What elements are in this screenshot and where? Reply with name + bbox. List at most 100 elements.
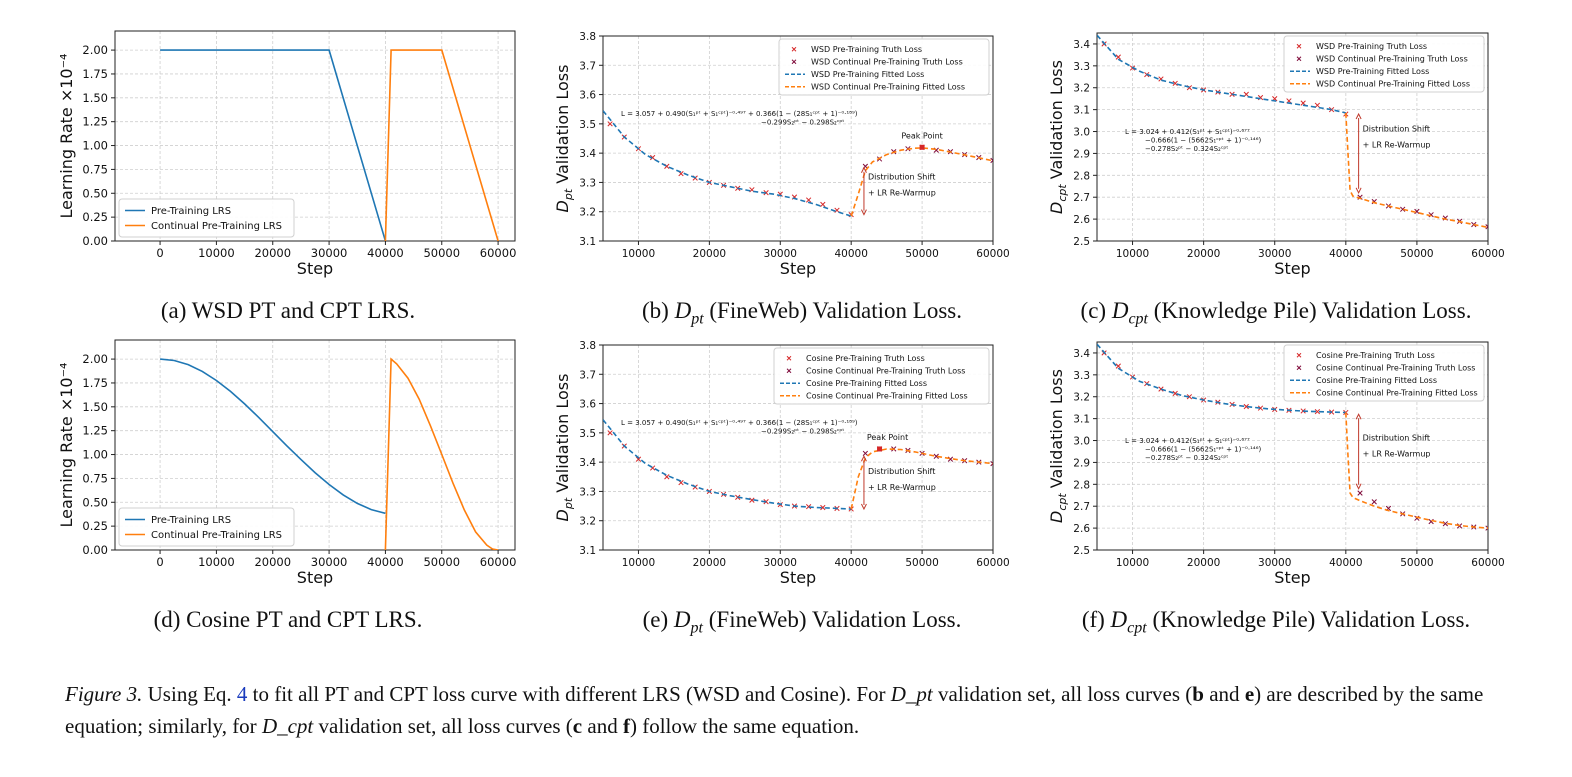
distribution-shift-arrow (860, 455, 867, 511)
data-point-marker (1414, 515, 1420, 521)
y-tick-label: 1.00 (82, 139, 108, 153)
distribution-shift-label: Distribution Shift (868, 173, 935, 182)
x-axis-label: Step (1274, 259, 1310, 278)
x-tick-label: 0 (156, 555, 163, 569)
legend-label: Cosine Pre-Training Fitted Loss (1316, 376, 1437, 385)
distribution-shift-arrow (1355, 413, 1362, 490)
caption-text-1: Using Eq. (147, 682, 232, 706)
x-tick-label: 10000 (1116, 248, 1149, 260)
data-point-marker (607, 430, 613, 436)
distribution-shift-arrow (1355, 112, 1362, 194)
x-tick-label: 10000 (198, 246, 235, 260)
y-tick-label: 3.0 (1073, 127, 1090, 139)
x-tick-label: 40000 (1329, 557, 1362, 569)
x-tick-label: 60000 (976, 248, 1009, 260)
y-tick-label: 0.00 (82, 543, 108, 557)
data-point-marker (820, 201, 826, 208)
y-axis-label: Dpt Validation Loss (553, 65, 575, 213)
x-tick-label: 50000 (905, 557, 938, 569)
y-tick-label: 3.4 (579, 148, 596, 160)
legend-label: WSD Pre-Training Truth Loss (811, 45, 922, 54)
data-point-marker (1243, 403, 1249, 410)
y-tick-label: 0.25 (82, 519, 108, 533)
series-line (850, 147, 993, 217)
x-tick-label: 10000 (198, 555, 235, 569)
subfigure-caption-a: (a) WSD PT and CPT LRS. (160, 298, 416, 323)
y-tick-label: 3.6 (579, 399, 596, 411)
legend-frame (778, 38, 990, 96)
subfigure-caption-c: (c) Dcpt (Knowledge Pile) Validation Los… (1080, 298, 1472, 328)
x-tick-label: 10000 (622, 557, 655, 569)
y-tick-label: 3.2 (1073, 392, 1090, 404)
y-tick-label: 3.1 (579, 236, 596, 248)
legend-label: Cosine Continual Pre-Training Truth Loss (1316, 364, 1475, 373)
legend-item: Cosine Pre-Training Fitted Loss (780, 379, 927, 388)
x-tick-label: 30000 (311, 246, 348, 260)
y-tick-label: 3.7 (579, 60, 596, 72)
y-tick-label: 3.4 (1073, 348, 1090, 360)
y-tick-label: 2.7 (1073, 192, 1090, 204)
x-tick-label: 30000 (311, 555, 348, 569)
distribution-shift-label: Distribution Shift (868, 467, 935, 476)
distribution-shift-label: Distribution Shift (1363, 125, 1430, 134)
equation-ref-link[interactable]: 4 (236, 682, 248, 706)
x-tick-label: 50000 (1400, 248, 1433, 260)
caption-text-7: and (587, 714, 618, 738)
data-point-marker (635, 456, 642, 462)
plot-frame (114, 339, 516, 551)
series-line (1097, 34, 1346, 114)
y-tick-label: 3.1 (1073, 105, 1090, 117)
legend-label: WSD Continual Pre-Training Truth Loss (1316, 55, 1468, 64)
y-tick-label: 3.0 (1073, 436, 1090, 448)
data-point-marker (933, 453, 939, 459)
series-group (1097, 34, 1488, 230)
plot-frame (1096, 341, 1489, 551)
caption-text-3: validation set, all loss curves ( (938, 682, 1193, 706)
y-tick-label: 3.8 (579, 340, 596, 352)
lr-rewarmup-label: + LR Re-Warmup (868, 483, 936, 492)
y-tick-label: 1.75 (82, 376, 108, 390)
legend-label: WSD Pre-Training Fitted Loss (811, 70, 924, 79)
caption-f: f (622, 714, 630, 738)
y-tick-label: 0.25 (82, 210, 108, 224)
y-tick-label: 3.1 (579, 545, 596, 557)
legend-item: Cosine Continual Pre-Training Fitted Los… (1290, 389, 1478, 398)
fit-equation-line: L = 3.024 + 0.412(S₁ᵖᵗ + S₁ᶜᵖᵗ)⁻⁰·⁶⁷⁷ (1125, 128, 1250, 136)
y-axis-label: Dcpt Validation Loss (1047, 369, 1069, 523)
y-tick-label: 3.7 (579, 369, 596, 381)
y-tick-label: 3.6 (579, 90, 596, 102)
x-tick-label: 30000 (764, 248, 797, 260)
caption-c: c (572, 714, 583, 738)
legend-swatch (1296, 43, 1302, 49)
x-tick-label: 30000 (764, 557, 797, 569)
legend-label: WSD Pre-Training Truth Loss (1316, 42, 1427, 51)
data-point-marker (1115, 54, 1121, 60)
y-tick-label: 3.5 (579, 119, 596, 131)
x-tick-label: 60000 (976, 557, 1009, 569)
legend-item: WSD Continual Pre-Training Fitted Loss (1290, 80, 1470, 89)
series-line (850, 448, 993, 510)
data-point-marker (1357, 194, 1363, 200)
y-tick-label: 0.75 (82, 471, 108, 485)
peak-point-marker (919, 144, 925, 150)
data-point-marker (1485, 224, 1488, 230)
x-tick-label: 50000 (423, 555, 460, 569)
series-line (1345, 412, 1488, 529)
legend-item: WSD Pre-Training Truth Loss (1296, 42, 1427, 51)
y-tick-label: 3.4 (1073, 39, 1090, 51)
legend-swatch (791, 46, 797, 52)
fit-equation-line: −0.278S₂ᵖᵗ − 0.324S₂ᶜᵖᵗ (1145, 454, 1228, 462)
legend: Cosine Pre-Training Truth Loss Cosine Con… (773, 347, 990, 405)
y-tick-label: 1.25 (82, 115, 108, 129)
y-tick-label: 3.4 (579, 457, 596, 469)
subfigure-caption-f: (f) Dcpt (Knowledge Pile) Validation Los… (1081, 607, 1471, 637)
legend-item: WSD Continual Pre-Training Fitted Loss (785, 83, 965, 92)
legend-swatch (786, 355, 792, 361)
caption-text-4: and (1209, 682, 1240, 706)
y-tick-label: 2.8 (1073, 479, 1090, 491)
data-point-marker (1300, 100, 1306, 106)
y-tick-label: 3.3 (579, 486, 596, 498)
legend-swatch (1296, 56, 1302, 62)
y-tick-label: 2.8 (1073, 170, 1090, 182)
legend-label: Pre-Training LRS (151, 206, 231, 217)
